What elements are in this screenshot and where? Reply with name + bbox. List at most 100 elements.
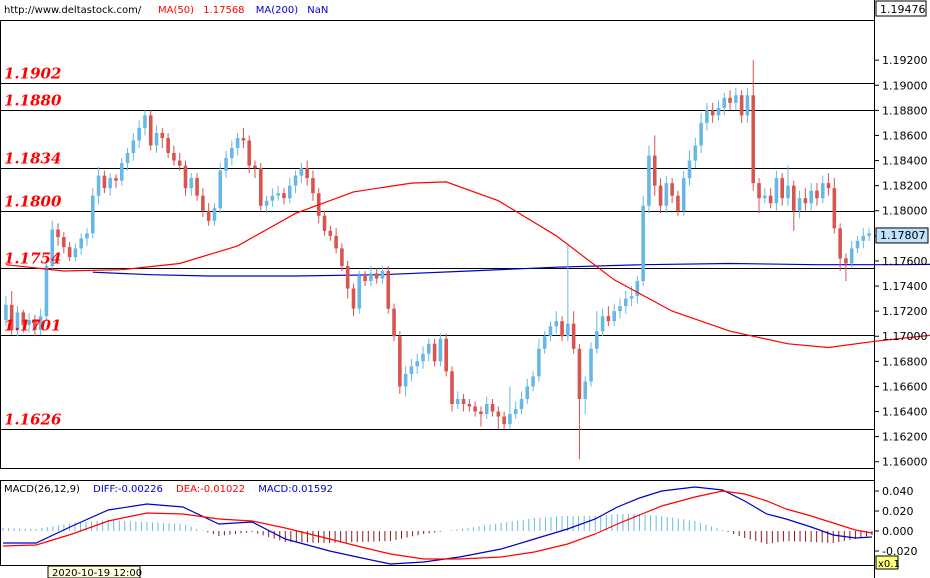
candle-body-71 bbox=[415, 361, 420, 367]
candle-body-68 bbox=[398, 336, 402, 387]
level-label-5: 1.1701 bbox=[4, 317, 61, 335]
candle-body-94 bbox=[548, 326, 553, 337]
candle-body-41 bbox=[241, 137, 246, 141]
candle-body-129 bbox=[751, 95, 756, 184]
y-tick-label-0: 1.19200 bbox=[882, 54, 928, 67]
candle-body-83 bbox=[484, 404, 489, 415]
macd-macd-value: 0.01592 bbox=[292, 484, 333, 495]
candle-body-48 bbox=[282, 193, 286, 199]
candle-body-33 bbox=[195, 178, 199, 196]
candle-body-116 bbox=[676, 195, 680, 211]
candle-body-2 bbox=[15, 312, 20, 330]
macd-macd-label: MACD: bbox=[258, 484, 291, 495]
candle-body-123 bbox=[716, 107, 721, 116]
level-label-1: 1.1880 bbox=[4, 92, 62, 110]
candle-body-103 bbox=[600, 316, 605, 332]
y-tick-label-16: 1.16000 bbox=[882, 456, 928, 469]
candle-body-57 bbox=[334, 235, 338, 249]
candle-body-133 bbox=[774, 178, 779, 204]
candle-body-28 bbox=[166, 137, 170, 154]
candle-body-22 bbox=[131, 140, 136, 154]
candle-body-10 bbox=[62, 237, 66, 248]
candle-body-118 bbox=[687, 160, 692, 179]
candle-body-139 bbox=[809, 190, 813, 204]
candle-body-7 bbox=[44, 265, 49, 317]
candle-body-6 bbox=[38, 316, 43, 330]
candle-body-130 bbox=[757, 183, 761, 199]
candle-body-38 bbox=[224, 158, 228, 171]
y-tick-label-2: 1.18800 bbox=[882, 104, 928, 117]
candle-body-15 bbox=[91, 195, 95, 234]
candle-body-86 bbox=[502, 416, 506, 425]
level-label-4: 1.1754 bbox=[4, 250, 61, 268]
candle-body-1 bbox=[9, 304, 14, 330]
candle-body-81 bbox=[473, 406, 477, 412]
candle-body-102 bbox=[595, 331, 599, 349]
date-label: 2020-10-19 12:00 bbox=[52, 568, 142, 578]
candle-body-52 bbox=[305, 168, 309, 179]
candle-body-140 bbox=[815, 190, 819, 199]
zoom-box[interactable] bbox=[875, 555, 899, 570]
candle-body-91 bbox=[531, 376, 535, 387]
macd-dea-line bbox=[2, 490, 873, 560]
candle-body-72 bbox=[421, 353, 425, 362]
candle-body-82 bbox=[479, 411, 483, 415]
candle-body-19 bbox=[114, 178, 118, 181]
candle-body-8 bbox=[50, 229, 55, 266]
candle-body-143 bbox=[832, 188, 837, 229]
candle-body-36 bbox=[212, 208, 217, 221]
macd-tick-label-2: 0.000 bbox=[882, 525, 914, 538]
y-tick-label-10: 1.17200 bbox=[882, 305, 928, 318]
candle-body-85 bbox=[496, 411, 501, 417]
candle-body-148 bbox=[861, 235, 866, 241]
candle-body-64 bbox=[374, 273, 379, 279]
y-tick-label-9: 1.17400 bbox=[882, 280, 928, 293]
candle-body-100 bbox=[583, 381, 588, 399]
candle-body-32 bbox=[189, 178, 194, 189]
macd-diff-line bbox=[3, 486, 873, 565]
svg-text:MACD(26,12,9) DIFF:-0.0022: MACD(26,12,9) DIFF:-0.00226 DEA:-0.01022… bbox=[4, 484, 333, 495]
candle-body-66 bbox=[386, 270, 391, 309]
candle-body-146 bbox=[849, 248, 854, 264]
y-tick-label-1: 1.19000 bbox=[882, 79, 928, 92]
y-tick-label-12: 1.16800 bbox=[882, 355, 928, 368]
site-url[interactable]: http://www.deltastock.com/ bbox=[4, 5, 142, 16]
candle-body-65 bbox=[380, 270, 385, 279]
candle-body-96 bbox=[560, 321, 564, 337]
candle-body-29 bbox=[172, 153, 176, 161]
candle-body-128 bbox=[745, 95, 750, 116]
candle-body-98 bbox=[571, 323, 576, 349]
y-tick-label-3: 1.18600 bbox=[882, 129, 928, 142]
ma200-line bbox=[92, 262, 930, 277]
candle-body-109 bbox=[635, 281, 640, 297]
current-price-box bbox=[875, 227, 929, 244]
candle-body-88 bbox=[513, 409, 518, 415]
candle-body-141 bbox=[820, 183, 825, 199]
macd-dea-value: -0.01022 bbox=[200, 484, 245, 495]
candle-body-55 bbox=[322, 215, 327, 231]
candle-body-4 bbox=[27, 319, 31, 325]
candle-body-112 bbox=[652, 155, 657, 186]
candle-body-70 bbox=[409, 366, 414, 374]
candle-body-74 bbox=[432, 343, 437, 362]
candle-body-115 bbox=[670, 183, 674, 196]
candle-body-107 bbox=[623, 298, 628, 307]
candle-body-53 bbox=[311, 178, 315, 194]
candle-body-145 bbox=[844, 258, 848, 264]
candle-body-119 bbox=[693, 145, 698, 161]
y-tick-label-4: 1.18400 bbox=[882, 155, 928, 168]
candle-body-87 bbox=[508, 414, 512, 425]
candle-body-56 bbox=[328, 230, 333, 236]
candle-body-142 bbox=[826, 183, 831, 189]
y-tick-label-8: 1.17600 bbox=[882, 255, 928, 268]
candle-body-21 bbox=[125, 153, 130, 164]
y-tick-label-6: 1.18000 bbox=[882, 205, 928, 218]
ma50-label: MA(50) bbox=[158, 5, 194, 16]
candle-body-25 bbox=[148, 115, 153, 146]
zoom-label[interactable]: x0.1 bbox=[878, 559, 900, 570]
current-price-label: 1.17807 bbox=[880, 229, 926, 242]
candle-body-47 bbox=[276, 193, 280, 196]
candle-body-111 bbox=[647, 155, 651, 206]
candle-body-20 bbox=[119, 163, 124, 181]
